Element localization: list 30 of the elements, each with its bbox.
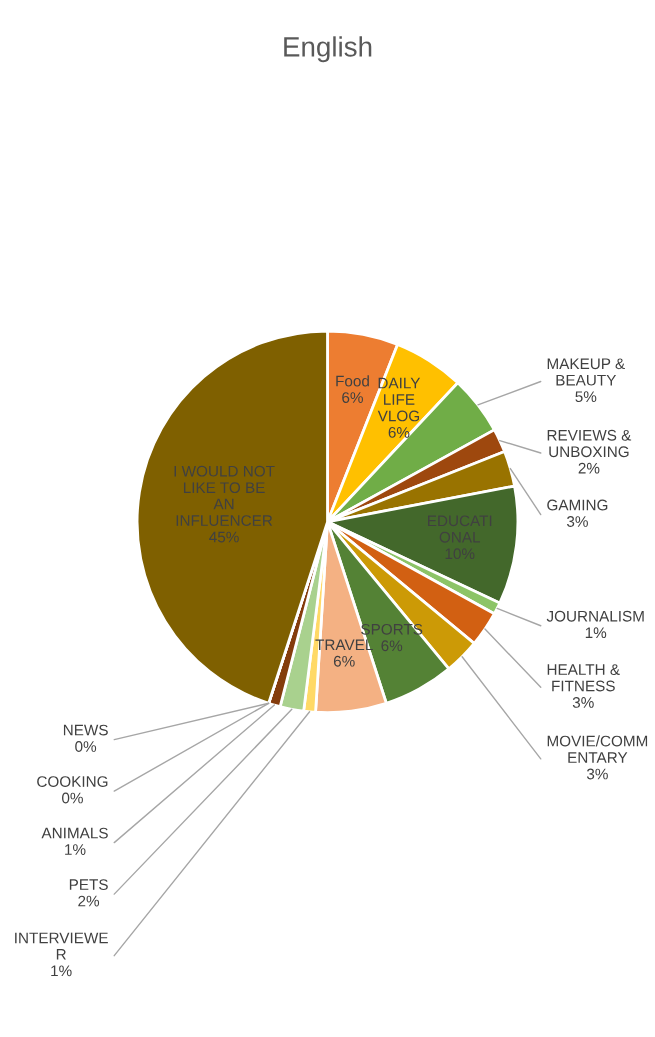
data-label: 6% [333,655,355,667]
data-label: 1% [65,844,86,855]
slice-label: MAKEUP & BEAUTY [547,358,625,386]
slice-label: ANIMALS [41,827,108,839]
data-label: 3% [566,516,588,527]
slice-label: PETS [69,879,108,891]
slice-label: Food [336,375,369,387]
data-label: 6% [342,392,363,403]
slice-label: I WOULD NOT LIKE TO BE AN INFLUENCER [174,465,275,526]
text: 0% [62,792,83,804]
data-label: 5% [575,391,597,403]
data-label: 1% [585,627,607,639]
text: 0% [75,741,97,752]
slice-label: JOURNALISM [546,610,644,622]
data-label: 2% [578,462,600,474]
data-label: 1% [51,965,72,977]
slice-label: GAMING [547,499,608,511]
category-label: NEWS [63,724,108,736]
slice-label: REVIEWS & UNBOXING [547,429,632,458]
data-label: 3% [572,697,594,708]
data-label: 6% [381,640,403,652]
slice-label: HEALTH & FITNESS [547,664,620,692]
data-label: 2% [78,895,100,907]
data-label: 3% [586,768,608,780]
chart-title: English [284,36,372,63]
category-label: COOKING [37,776,108,787]
slice-label: INTERVIEWER [15,932,108,960]
data-label: 6% [388,427,410,438]
data-label: 45% [209,531,239,543]
slice-label: MOVIE/COMMENTARY [547,735,648,763]
